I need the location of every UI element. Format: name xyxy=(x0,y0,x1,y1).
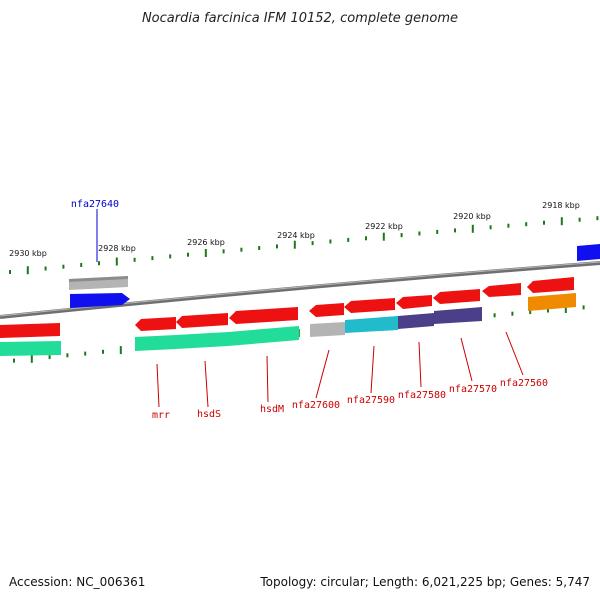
gene-arrow[interactable] xyxy=(309,303,344,317)
gene-arrow[interactable] xyxy=(396,295,432,309)
ruler-label: 2928 kbp xyxy=(98,244,136,253)
gene-label-nfa27560[interactable]: nfa27560 xyxy=(500,378,548,389)
gene-arrow[interactable] xyxy=(229,307,298,324)
genome-title: Nocardia farcinica IFM 10152, complete g… xyxy=(142,11,458,26)
gene-label-nfa27640[interactable]: nfa27640 xyxy=(71,199,119,210)
ruler-ticks-top xyxy=(9,216,599,275)
gene-label-hsds[interactable]: hsdS xyxy=(197,409,221,420)
gene-label-nfa27580[interactable]: nfa27580 xyxy=(398,390,446,401)
gene-arrow[interactable] xyxy=(176,313,228,328)
ruler-label: 2930 kbp xyxy=(9,249,47,258)
gene-label-mrr[interactable]: mrr xyxy=(152,410,170,421)
gene-arrow[interactable] xyxy=(434,307,482,324)
ruler-label: 2918 kbp xyxy=(542,201,580,210)
gene-arrow[interactable] xyxy=(135,335,176,351)
leader-line xyxy=(266,355,269,403)
topology-text: Topology: circular; Length: 6,021,225 bp… xyxy=(260,575,590,589)
ruler-label: 2922 kbp xyxy=(365,222,403,231)
leader-line xyxy=(505,331,524,376)
gene-arrow[interactable] xyxy=(176,332,228,349)
accession-text: Accession: NC_006361 xyxy=(9,575,146,589)
gene-label-hsdm[interactable]: hsdM xyxy=(260,404,284,415)
leader-line xyxy=(460,337,473,382)
gene-label-nfa27600[interactable]: nfa27600 xyxy=(292,400,340,411)
gene-label-nfa27590[interactable]: nfa27590 xyxy=(347,395,395,406)
gene-arrow[interactable] xyxy=(577,244,600,261)
genome-backbone xyxy=(0,261,600,319)
gene-arrow[interactable] xyxy=(433,289,480,304)
ruler-label: 2920 kbp xyxy=(453,212,491,221)
ruler-label: 2926 kbp xyxy=(187,238,225,247)
leader-line xyxy=(315,349,330,399)
ruler-label: 2924 kbp xyxy=(277,231,315,240)
gene-label-nfa27570[interactable]: nfa27570 xyxy=(449,384,497,395)
gene-arrow[interactable] xyxy=(527,277,574,293)
gene-arrow[interactable] xyxy=(135,317,176,331)
gene-arrow[interactable] xyxy=(482,283,521,297)
gene-arrow[interactable] xyxy=(0,341,61,356)
leader-line xyxy=(204,360,209,408)
genome-backbone-highlight xyxy=(0,261,600,317)
gene-arrow[interactable] xyxy=(228,326,299,346)
leader-line xyxy=(418,341,422,388)
leader-line xyxy=(370,345,375,394)
leader-line xyxy=(156,363,160,408)
gene-arrow[interactable] xyxy=(344,298,395,313)
gene-arrow[interactable] xyxy=(0,323,60,338)
gene-arrow[interactable] xyxy=(310,322,345,337)
gene-arrow[interactable] xyxy=(398,313,434,329)
gene-arrow[interactable] xyxy=(345,316,398,333)
gene-arrow[interactable] xyxy=(528,293,576,311)
gene-nfa27640[interactable] xyxy=(69,276,130,308)
